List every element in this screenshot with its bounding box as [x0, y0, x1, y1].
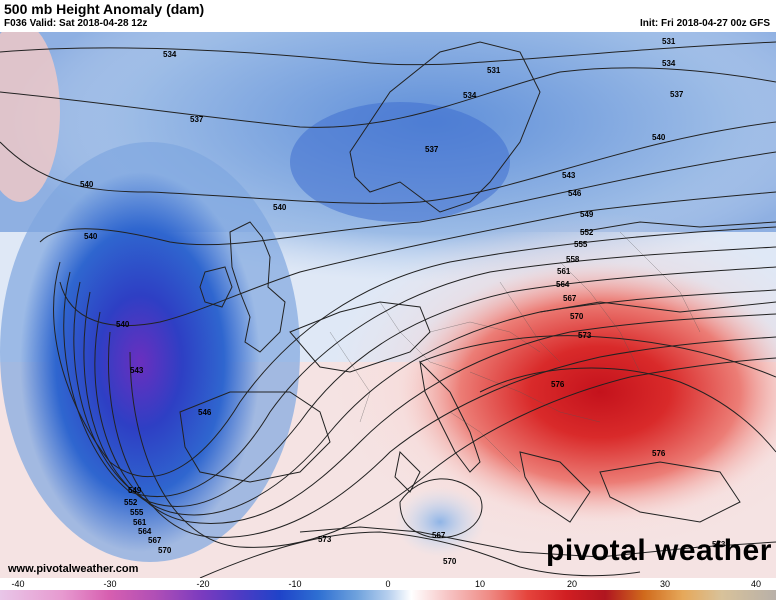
map-svg: 534 537 540 540 540 543 546 549 552 555 … [0, 32, 776, 578]
contour-label: 540 [80, 180, 94, 189]
valid-time: F036 Valid: Sat 2018-04-28 12z [4, 18, 148, 29]
colorbar-tick: -10 [288, 579, 302, 589]
colorbar-tick: -40 [11, 579, 25, 589]
colorbar-tick: -20 [196, 579, 210, 589]
contour-label: 543 [130, 366, 144, 375]
contour-label: 573 [712, 540, 726, 549]
contour-label: 570 [443, 557, 457, 566]
colorbar-tick: 20 [566, 579, 578, 589]
borders [329, 231, 701, 473]
contour-label: 552 [124, 498, 138, 507]
scandinavia-low [290, 102, 510, 222]
contour-label: 561 [133, 518, 147, 527]
contour-label: 531 [662, 37, 676, 46]
contour-label: 555 [130, 508, 144, 517]
contour-label: 576 [652, 449, 666, 458]
colorbar: -40 -30 -20 -10 0 10 20 30 40 [0, 578, 776, 600]
colorbar-gradient [0, 590, 776, 600]
contour-label: 537 [670, 90, 684, 99]
contour-label: 567 [432, 531, 446, 540]
contour-label: 573 [578, 331, 592, 340]
med-low [395, 487, 485, 557]
contour-label: 543 [562, 171, 576, 180]
init-time: Init: Fri 2018-04-27 00z GFS [639, 18, 770, 29]
colorbar-tick: -30 [103, 579, 117, 589]
contour-label: 531 [487, 66, 501, 75]
contour-label: 549 [128, 486, 142, 495]
contour-label: 534 [662, 59, 676, 68]
contour-label: 540 [273, 203, 287, 212]
ridge-core [400, 262, 776, 522]
colorbar-tick: 0 [385, 579, 391, 589]
contour-labels: 534 537 540 540 540 543 546 549 552 555 … [80, 37, 726, 566]
contour-label: 558 [566, 255, 580, 264]
map-canvas: 534 537 540 540 540 543 546 549 552 555 … [0, 32, 776, 578]
contour-label: 564 [138, 527, 152, 536]
contour-label: 555 [574, 240, 588, 249]
contour-label: 549 [580, 210, 594, 219]
contour-label: 576 [551, 380, 565, 389]
contour-label: 537 [190, 115, 204, 124]
colorbar-tick: 40 [750, 579, 762, 589]
height-contours [0, 41, 776, 578]
west-ridge [0, 32, 60, 202]
contour-label: 573 [318, 535, 332, 544]
map-header: 500 mb Height Anomaly (dam) F036 Valid: … [0, 0, 776, 32]
colorbar-tick: 30 [659, 579, 671, 589]
contour-label: 552 [580, 228, 594, 237]
brand-logo: pivotal weather [546, 534, 772, 567]
contour-label: 567 [148, 536, 162, 545]
contour-label: 570 [158, 546, 172, 555]
contour-label: 546 [568, 189, 582, 198]
contour-label: 564 [556, 280, 570, 289]
contour-label: 540 [116, 320, 130, 329]
colorbar-tick: 10 [474, 579, 486, 589]
contour-label: 537 [425, 145, 439, 154]
contour-label: 534 [463, 91, 477, 100]
colorbar-ticks: -40 -30 -20 -10 0 10 20 30 40 [0, 578, 776, 590]
contour-label: 540 [652, 133, 666, 142]
contour-label: 567 [563, 294, 577, 303]
contour-label: 546 [198, 408, 212, 417]
atlantic-low [20, 172, 260, 552]
contour-label: 561 [557, 267, 571, 276]
contour-label: 570 [570, 312, 584, 321]
contour-label: 534 [163, 50, 177, 59]
contour-label: 540 [84, 232, 98, 241]
map-title: 500 mb Height Anomaly (dam) [4, 1, 205, 17]
website-label[interactable]: www.pivotalweather.com [8, 563, 139, 575]
